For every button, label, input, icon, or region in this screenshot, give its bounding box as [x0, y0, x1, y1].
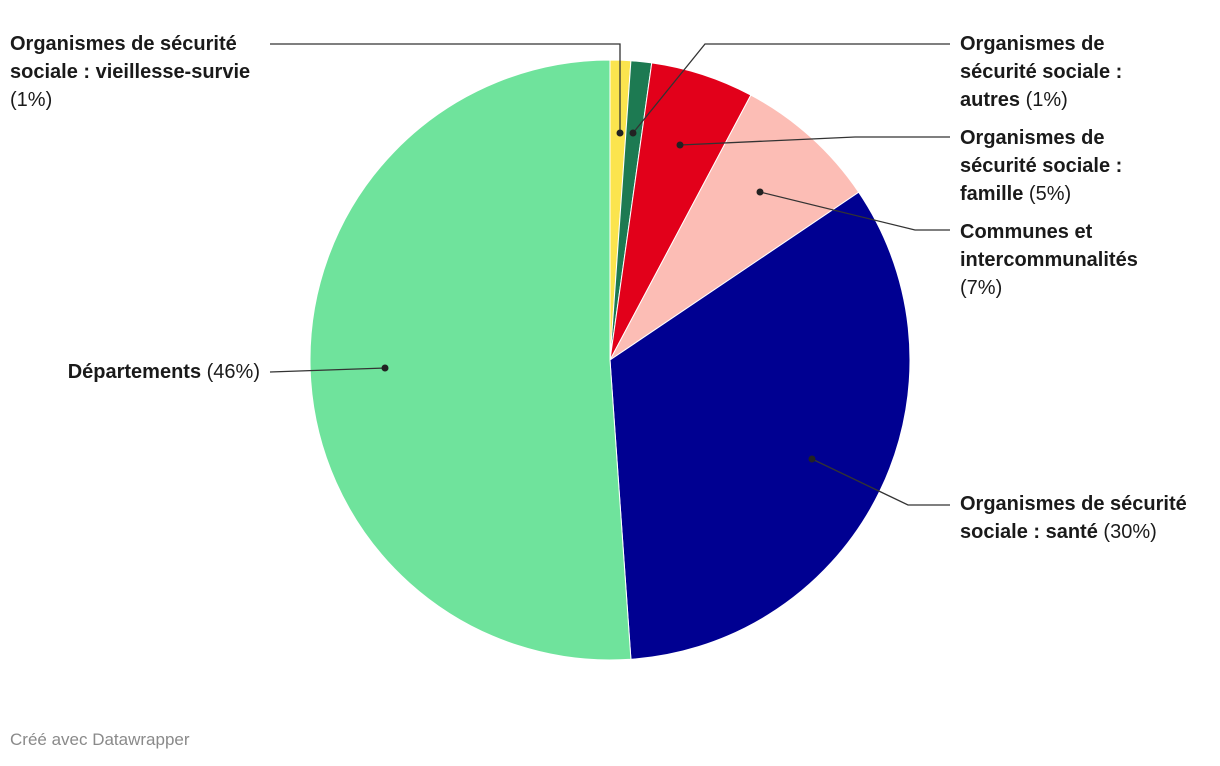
- category-name: Organismes de sécurité sociale : famille: [960, 127, 1123, 205]
- value-label: (5%): [1028, 183, 1072, 205]
- leader-dot: [616, 129, 624, 137]
- slice-label: Organismes de sécurité sociale : autres …: [960, 30, 1160, 114]
- value-label: (1%): [10, 89, 53, 111]
- pie-slice: [309, 59, 632, 661]
- slice-label: Communes et intercommunalités (7%): [960, 218, 1160, 302]
- leader-dot: [676, 141, 684, 149]
- leader-line: [270, 43, 621, 133]
- leader-line: [269, 367, 386, 373]
- leader-dot: [629, 129, 637, 137]
- value-label: (46%): [206, 361, 260, 383]
- leader-dot: [381, 364, 389, 372]
- pie-slice: [609, 94, 860, 361]
- slice-label: Organismes de sécurité sociale : famille…: [960, 124, 1160, 208]
- value-label: (1%): [1025, 89, 1068, 111]
- value-label: (7%): [960, 277, 1003, 299]
- category-name: Organismes de sécurité sociale : santé: [960, 493, 1187, 543]
- category-name: Communes et intercommunalités: [960, 221, 1138, 271]
- category-name: Organismes de sécurité sociale : autres: [960, 33, 1123, 111]
- category-name: Départements: [67, 361, 202, 383]
- slice-label: Organismes de sécurité sociale : vieille…: [10, 30, 255, 114]
- footer: Créé avec Datawrapper: [10, 730, 190, 749]
- leader-line: [811, 458, 950, 506]
- leader-dot: [808, 455, 816, 463]
- leader-line: [632, 43, 950, 134]
- leader-line: [679, 136, 950, 146]
- slice-label: Organismes de sécurité sociale : santé (…: [960, 490, 1215, 546]
- leader-line: [759, 191, 950, 231]
- value-label: (30%): [1103, 521, 1157, 543]
- category-name: Organismes de sécurité sociale : vieille…: [10, 33, 251, 83]
- leader-dot: [756, 188, 764, 196]
- slice-label: Départements (46%): [0, 358, 260, 386]
